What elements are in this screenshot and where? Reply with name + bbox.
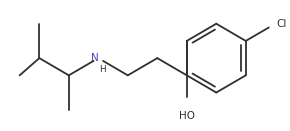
Text: H: H xyxy=(99,65,106,74)
Text: Cl: Cl xyxy=(276,19,287,29)
Text: N: N xyxy=(90,53,98,63)
Text: HO: HO xyxy=(179,111,195,121)
